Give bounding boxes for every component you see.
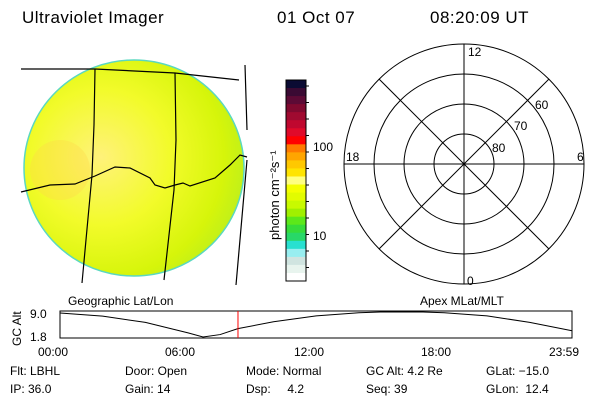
colorbar-band xyxy=(286,160,306,169)
mlt-label-0: 0 xyxy=(467,274,474,288)
colorbar-band xyxy=(286,88,306,97)
colorbar-frame xyxy=(285,79,307,282)
colorbar-band xyxy=(286,248,306,258)
mode-status: Mode: Normal xyxy=(246,364,322,378)
colorbar-band xyxy=(286,152,306,161)
colorbar-band xyxy=(286,104,306,113)
colorbar-tick-100: 100 xyxy=(313,140,334,154)
earth-image xyxy=(23,59,245,277)
colorbar-band xyxy=(286,112,306,121)
colorbar-band xyxy=(286,128,306,137)
apex-label: Apex MLat/MLT xyxy=(420,294,504,308)
mlt-label-18: 18 xyxy=(346,150,360,164)
ip-status: IP: 36.0 xyxy=(10,382,52,396)
colorbar-band xyxy=(286,136,306,145)
colorbar-band xyxy=(286,176,306,186)
gc-alt-status: GC Alt: 4.2 Re xyxy=(366,364,443,378)
colorbar-label: photon cm⁻²s⁻¹ xyxy=(267,150,282,240)
geographic-grid xyxy=(20,64,248,286)
colorbar-band xyxy=(286,120,306,129)
mlat-label-70: 70 xyxy=(514,119,528,133)
time-label: 08:20:09 UT xyxy=(430,8,530,27)
date-label: 01 Oct 07 xyxy=(277,8,356,27)
colorbar-band xyxy=(286,200,306,210)
colorbar-band xyxy=(286,208,306,218)
mlat-label-80: 80 xyxy=(492,141,506,155)
colorbar-band xyxy=(286,168,306,177)
colorbar-band xyxy=(286,264,306,274)
colorbar-band xyxy=(286,224,306,234)
geographic-label: Geographic Lat/Lon xyxy=(68,294,174,308)
mlat-label-60: 60 xyxy=(535,98,549,112)
mlt-label-6: 6 xyxy=(577,150,584,164)
colorbar-band xyxy=(286,240,306,250)
colorbar-band xyxy=(286,256,306,266)
glat-status: GLat: −15.0 xyxy=(486,364,550,378)
dsp-status: Dsp: 4.2 xyxy=(246,382,305,396)
altitude-plot xyxy=(59,310,573,339)
x-tick-0000: 00:00 xyxy=(38,345,69,359)
x-tick-0600: 06:00 xyxy=(165,345,196,359)
instrument-title: Ultraviolet Imager xyxy=(22,8,165,27)
polar-grid xyxy=(343,43,585,285)
door-status: Door: Open xyxy=(125,364,188,378)
altitude-line xyxy=(59,311,573,338)
colorbar-band xyxy=(286,80,306,89)
colorbar-tick-10: 10 xyxy=(313,229,327,243)
colorbar xyxy=(285,79,309,282)
colorbar-band xyxy=(286,144,306,153)
gain-status: Gain: 14 xyxy=(125,382,171,396)
x-tick-1800: 18:00 xyxy=(421,345,452,359)
colorbar-band xyxy=(286,216,306,226)
colorbar-band xyxy=(286,184,306,194)
y-tick-9: 9.0 xyxy=(30,307,47,321)
x-tick-1200: 12:00 xyxy=(294,345,325,359)
y-axis-label: GC Alt xyxy=(10,311,24,346)
colorbar-band xyxy=(286,272,306,282)
colorbar-band xyxy=(286,192,306,202)
colorbar-band xyxy=(286,232,306,242)
mlt-label-12: 12 xyxy=(468,45,482,59)
glon-status: GLon: 12.4 xyxy=(486,382,549,396)
seq-status: Seq: 39 xyxy=(366,382,408,396)
filter-status: Flt: LBHL xyxy=(10,364,61,378)
colorbar-band xyxy=(286,96,306,105)
x-tick-2359: 23:59 xyxy=(549,345,580,359)
y-tick-1.8: 1.8 xyxy=(30,330,47,344)
